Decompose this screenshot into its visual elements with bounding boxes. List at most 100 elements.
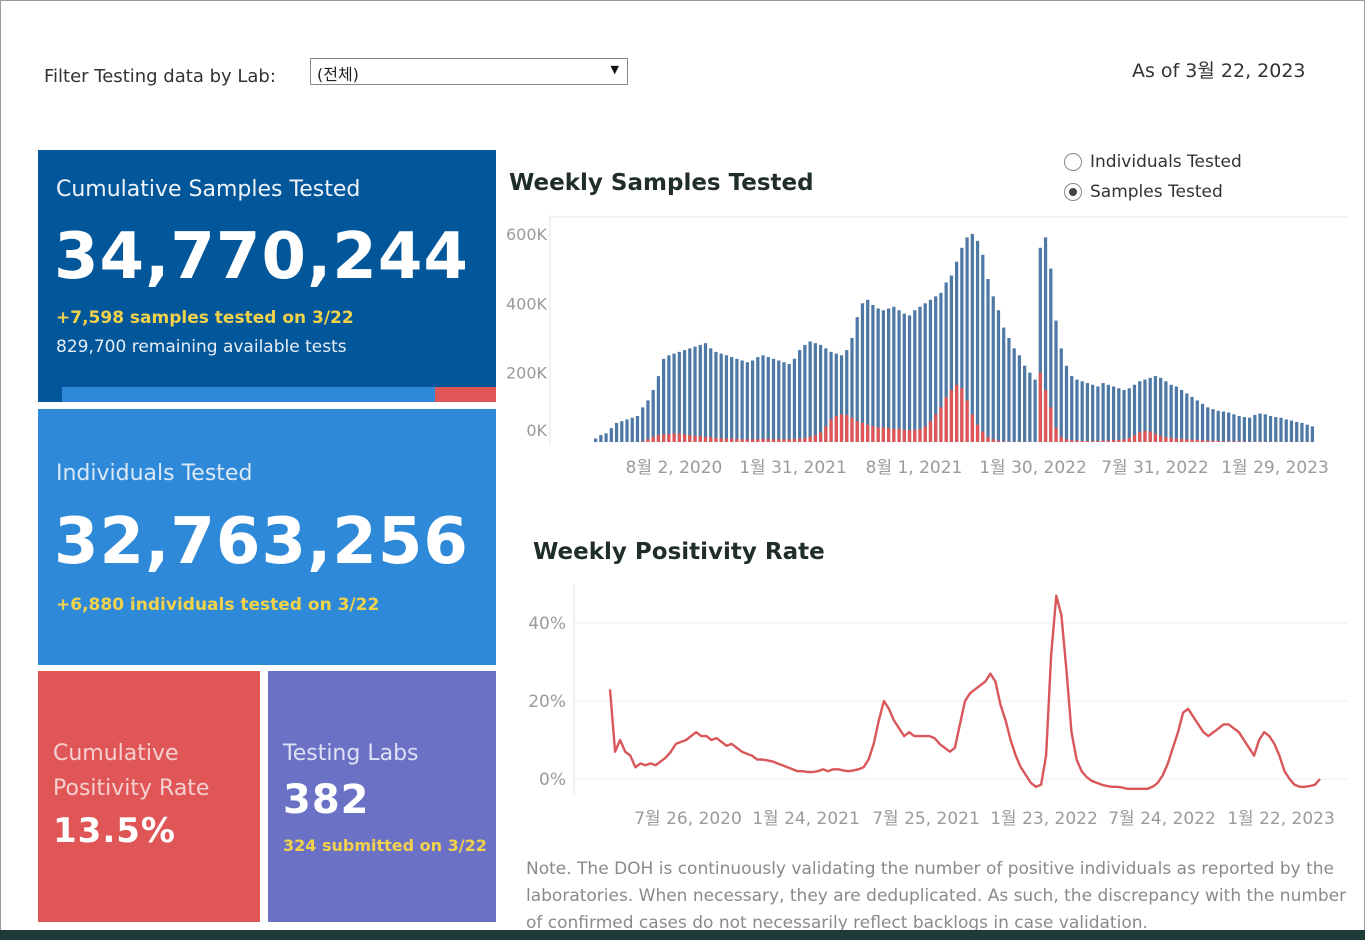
positive-bar bbox=[808, 436, 812, 442]
samples-bar bbox=[1289, 420, 1294, 442]
samples-bar bbox=[792, 358, 797, 442]
positive-bar bbox=[1043, 389, 1048, 442]
samples-bar bbox=[1085, 383, 1090, 442]
positive-bar bbox=[845, 414, 849, 442]
positive-bar bbox=[787, 439, 791, 442]
samples-bar bbox=[750, 360, 755, 442]
samples-bar bbox=[955, 261, 959, 442]
samples-bar bbox=[1206, 407, 1210, 442]
samples-bar bbox=[656, 376, 661, 442]
x-tick-label: 8월 1, 2021 bbox=[866, 458, 963, 478]
filter-label: Filter Testing data by Lab: bbox=[44, 66, 276, 87]
samples-bar bbox=[1091, 384, 1095, 442]
samples-bar bbox=[881, 310, 885, 442]
positive-bar bbox=[939, 407, 943, 442]
samples-bar bbox=[1300, 422, 1304, 442]
samples-bar bbox=[907, 315, 912, 442]
tests-progress-bar bbox=[62, 387, 496, 402]
samples-bar bbox=[1253, 414, 1257, 442]
samples-bar bbox=[855, 317, 859, 442]
positive-bar bbox=[1221, 441, 1226, 442]
x-tick-label: 1월 23, 2022 bbox=[990, 809, 1098, 829]
samples-bar bbox=[839, 355, 844, 442]
samples-bar bbox=[651, 389, 655, 442]
positive-bar bbox=[866, 424, 870, 442]
samples-bar bbox=[1185, 393, 1189, 442]
lab-filter-dropdown[interactable]: (전체) ▼ bbox=[310, 58, 628, 85]
samples-bar bbox=[866, 299, 870, 442]
samples-bar bbox=[730, 357, 734, 442]
positive-bar bbox=[677, 433, 681, 442]
samples-bar bbox=[1059, 348, 1063, 442]
positive-bar bbox=[1122, 439, 1126, 442]
samples-bar bbox=[1247, 417, 1252, 442]
positive-bar bbox=[902, 429, 906, 442]
samples-bar bbox=[996, 310, 1001, 442]
positive-bar bbox=[1101, 440, 1105, 442]
positive-bar bbox=[829, 419, 833, 442]
positive-bar bbox=[818, 432, 823, 442]
samples-bar bbox=[698, 344, 702, 442]
samples-bar bbox=[813, 343, 817, 442]
positive-bar bbox=[1080, 440, 1084, 442]
samples-bar bbox=[1017, 355, 1022, 442]
positive-bar bbox=[850, 417, 854, 442]
individuals-tested-title: Individuals Tested bbox=[56, 461, 253, 486]
samples-bar bbox=[845, 350, 849, 442]
samples-bar bbox=[614, 422, 619, 442]
positive-bar bbox=[750, 439, 755, 442]
positive-bar bbox=[1211, 440, 1215, 442]
y-tick-label: 40% bbox=[528, 614, 566, 634]
positive-bar bbox=[792, 438, 797, 442]
tests-progress-remaining bbox=[435, 387, 496, 402]
x-tick-label: 7월 31, 2022 bbox=[1101, 458, 1209, 478]
positive-bar bbox=[703, 436, 708, 442]
samples-bar bbox=[625, 419, 629, 442]
samples-bar bbox=[1132, 384, 1137, 442]
samples-bar bbox=[902, 313, 906, 442]
positive-bar bbox=[881, 427, 885, 442]
positive-bar bbox=[1059, 436, 1063, 442]
testing-labs-title: Testing Labs bbox=[283, 741, 419, 766]
positive-bar bbox=[934, 414, 938, 442]
positive-bar bbox=[662, 434, 666, 442]
samples-bar bbox=[672, 353, 676, 442]
samples-bar bbox=[1295, 421, 1299, 442]
positive-bar bbox=[944, 396, 948, 442]
positive-bar bbox=[672, 433, 676, 442]
samples-bar bbox=[703, 343, 708, 442]
samples-bar bbox=[1101, 383, 1105, 442]
positive-bar bbox=[1200, 440, 1205, 442]
positivity-rate-value: 13.5% bbox=[53, 811, 176, 851]
samples-bar bbox=[1305, 424, 1309, 442]
samples-bar bbox=[1200, 403, 1205, 442]
samples-bar bbox=[1268, 415, 1273, 442]
samples-bar bbox=[949, 275, 954, 442]
samples-bar bbox=[677, 351, 681, 442]
samples-bar bbox=[928, 299, 933, 442]
positive-bar bbox=[907, 429, 912, 442]
positive-bar bbox=[803, 437, 807, 442]
radio-label-samples: Samples Tested bbox=[1090, 182, 1223, 202]
samples-bar bbox=[829, 351, 833, 442]
samples-bar bbox=[667, 355, 671, 442]
samples-bar bbox=[939, 292, 943, 442]
positive-bar bbox=[1227, 441, 1231, 442]
radio-samples-tested[interactable]: Samples Tested bbox=[1064, 182, 1223, 202]
positive-bar bbox=[777, 439, 781, 442]
positive-bar bbox=[855, 421, 859, 442]
samples-bar bbox=[1028, 372, 1032, 442]
y-tick-label: 400K bbox=[506, 294, 548, 313]
radio-individuals-tested[interactable]: Individuals Tested bbox=[1064, 152, 1242, 172]
positive-bar bbox=[871, 426, 875, 442]
positive-bar bbox=[1232, 441, 1236, 442]
individuals-tested-card: Individuals Tested 32,763,256 +6,880 ind… bbox=[38, 409, 496, 665]
samples-bar bbox=[1111, 386, 1116, 442]
samples-bar bbox=[1117, 388, 1121, 442]
samples-bar bbox=[1043, 237, 1048, 442]
positive-bar bbox=[1143, 430, 1147, 442]
samples-bar bbox=[1064, 365, 1069, 442]
positive-bar bbox=[886, 428, 891, 442]
samples-bar bbox=[594, 438, 598, 442]
samples-bar bbox=[913, 310, 917, 442]
